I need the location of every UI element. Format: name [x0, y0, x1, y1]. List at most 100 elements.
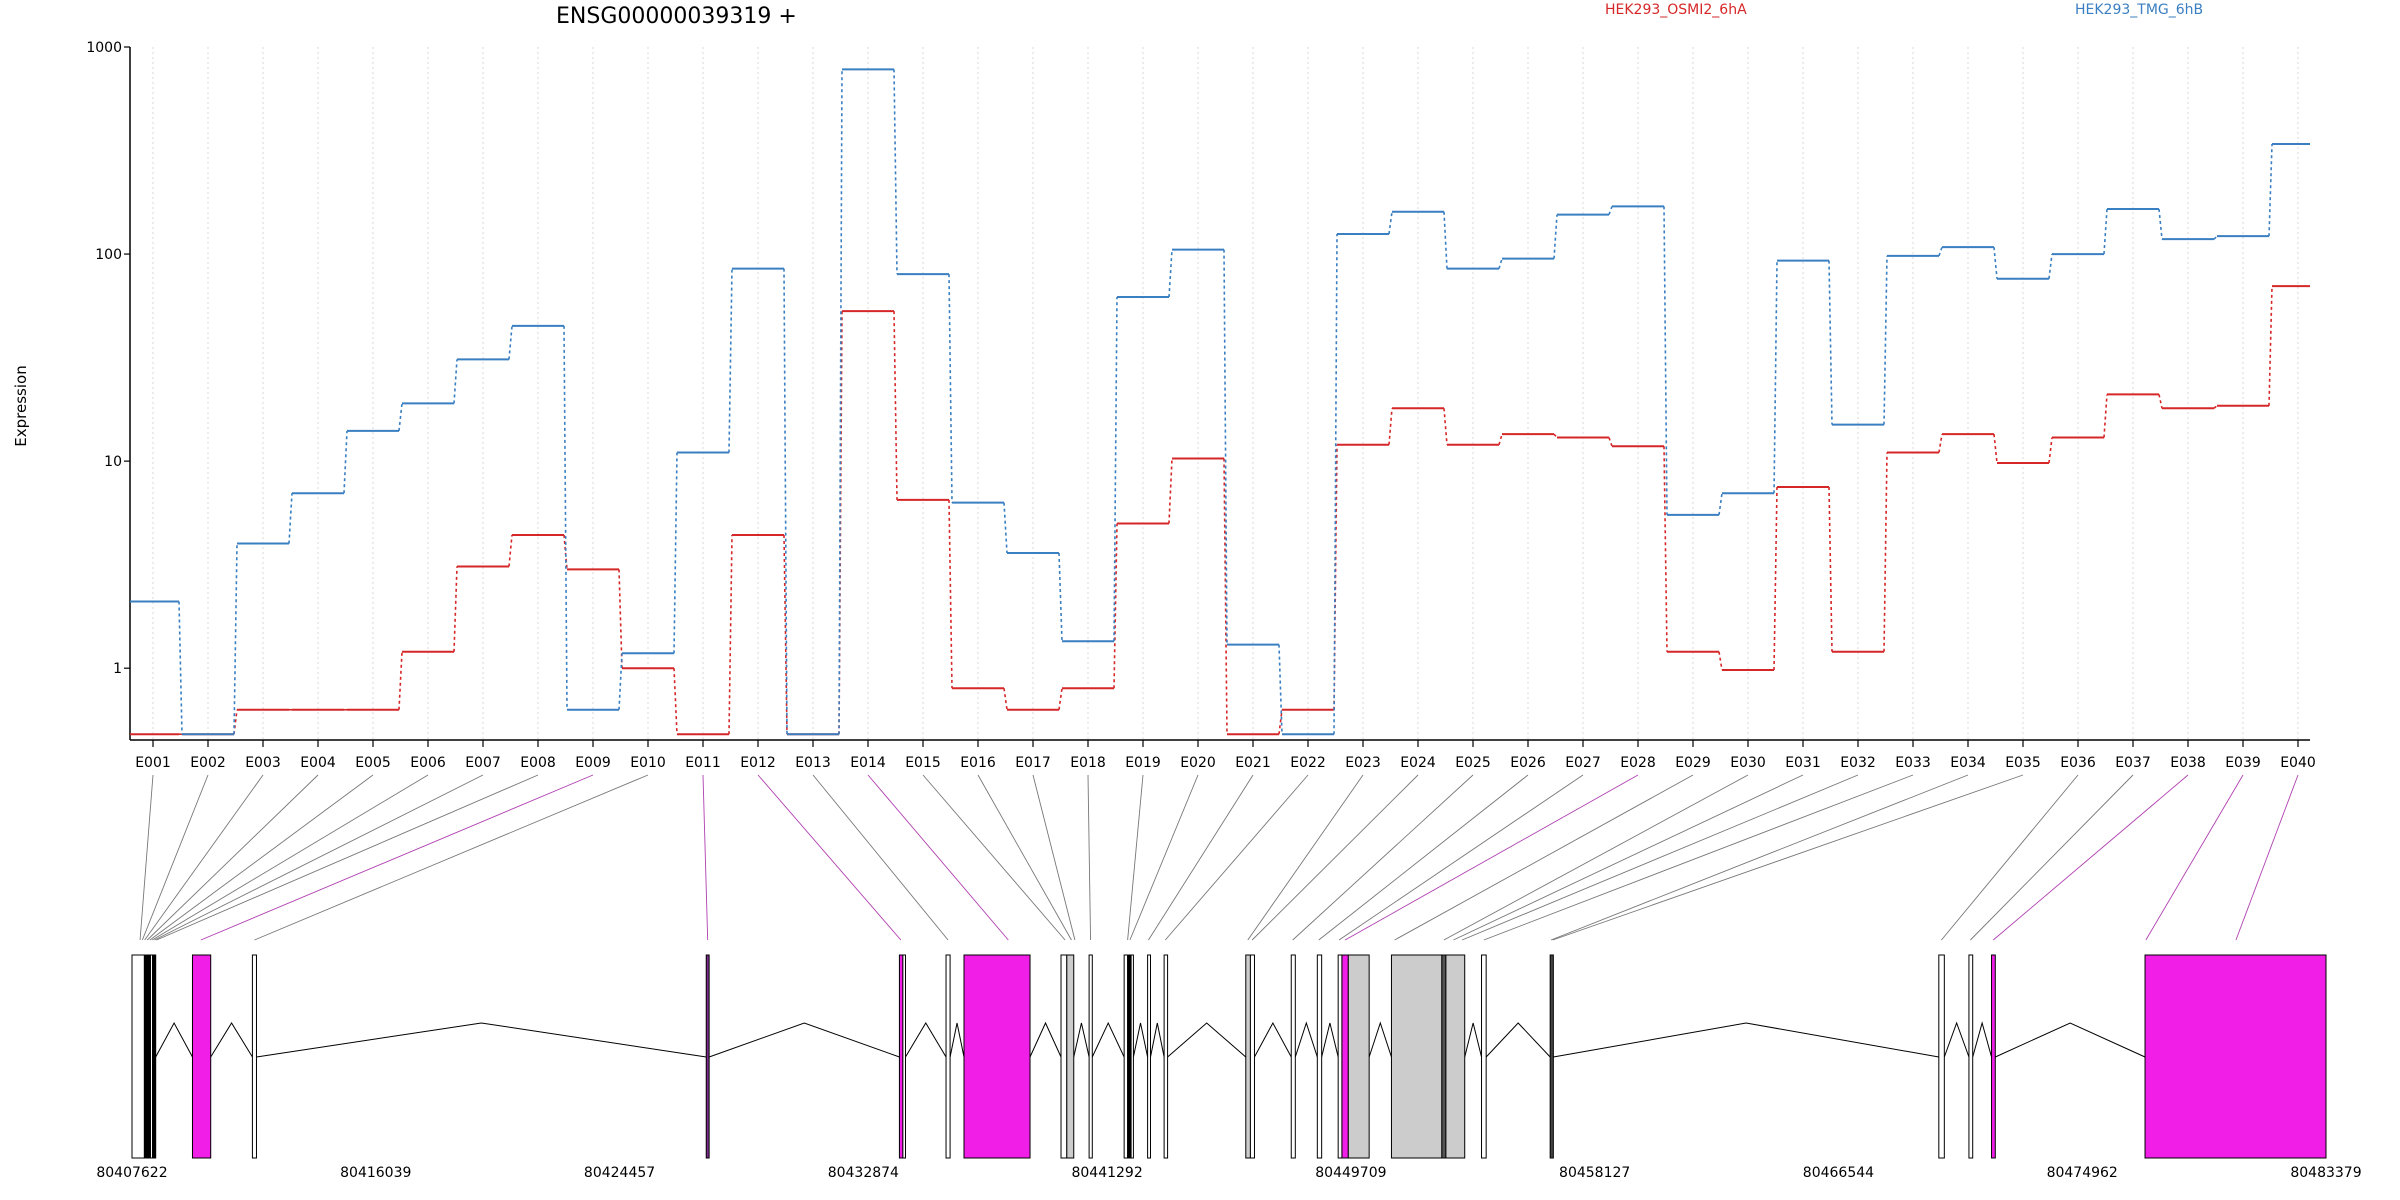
connector-e028 — [1344, 774, 1639, 941]
connector-e003 — [144, 774, 264, 941]
series-connector — [1278, 709, 1283, 735]
intron — [1073, 1022, 1090, 1058]
y-axis: 1 10 100 1000 — [86, 40, 131, 740]
x-tick-label-e019: E019 — [1125, 755, 1161, 771]
x-tick-label-e030: E030 — [1730, 755, 1766, 771]
x-tick-label-e031: E031 — [1785, 755, 1821, 771]
genomic-tick-label: 80474962 — [2047, 1165, 2118, 1181]
intron — [155, 1021, 193, 1058]
series-connector — [1058, 688, 1063, 710]
series-connector — [1003, 502, 1008, 554]
intron — [1254, 1021, 1292, 1058]
exon-block — [1316, 954, 1323, 1159]
exon-block — [143, 954, 151, 1159]
x-tick-label-e018: E018 — [1070, 755, 1106, 771]
x-tick-label-e026: E026 — [1510, 755, 1546, 771]
series-connector — [1113, 523, 1118, 689]
connector-e015 — [922, 774, 1066, 941]
x-tick-label-e034: E034 — [1950, 755, 1986, 771]
genomic-tick-label: 80432874 — [828, 1165, 899, 1181]
x-tick-label-e021: E021 — [1235, 755, 1271, 771]
connector-e018 — [1087, 774, 1092, 941]
series-connector — [783, 268, 788, 735]
series-connector — [2268, 286, 2273, 406]
exon-block — [963, 954, 1031, 1159]
intron — [1464, 1022, 1483, 1058]
connector-e012 — [757, 774, 902, 941]
exon-block — [1060, 954, 1068, 1159]
series-connector — [728, 534, 733, 735]
series-connector — [1663, 446, 1668, 652]
connector-e035 — [1552, 774, 2024, 941]
legend-entry-tmg: HEK293_TMG_6hB — [2075, 2, 2203, 18]
series-connector — [1498, 258, 1503, 269]
x-tick-label-e035: E035 — [2005, 755, 2041, 771]
series-connector — [233, 709, 238, 735]
x-tick-label-e009: E009 — [575, 755, 611, 771]
exon-block — [1938, 954, 1945, 1159]
x-tick-label-e014: E014 — [850, 755, 886, 771]
connector-e032 — [1461, 774, 1859, 941]
series-connector — [1938, 434, 1943, 453]
exon-block — [1991, 954, 1996, 1159]
chart-title: ENSG00000039319 + — [556, 4, 797, 29]
series-connector — [1443, 408, 1448, 445]
intron — [905, 1022, 947, 1058]
series-connector — [563, 325, 568, 710]
connector-e006 — [151, 774, 429, 941]
series-connector — [673, 452, 678, 654]
intron — [949, 1022, 965, 1058]
genomic-tick-label: 80416039 — [340, 1165, 411, 1181]
connector-e001 — [139, 774, 154, 941]
series-connector — [288, 493, 293, 544]
x-tick-label-e001: E001 — [135, 755, 171, 771]
x-axis: E001 E002 E003 E004 E005 E006 E007 E008 E009 E010… — [130, 739, 2316, 771]
x-tick-label-e015: E015 — [905, 755, 941, 771]
x-tick-label-e008: E008 — [520, 755, 556, 771]
connector-e017 — [1032, 774, 1076, 941]
exon-block — [1445, 954, 1466, 1159]
exon-block — [945, 954, 951, 1159]
x-tick-label-e037: E037 — [2115, 755, 2151, 771]
connector-e034 — [1550, 774, 1969, 941]
series-connector — [1773, 260, 1778, 494]
x-tick-label-e003: E003 — [245, 755, 281, 771]
genomic-tick-label: 80483379 — [2290, 1165, 2361, 1181]
connector-e011 — [702, 774, 709, 941]
series-connector — [1993, 247, 1998, 279]
series-connector — [893, 311, 898, 500]
exon-block — [1130, 954, 1134, 1159]
exon-block — [898, 954, 904, 1159]
y-tick-label: 1 — [113, 661, 122, 677]
series-connector — [398, 651, 403, 710]
x-tick-label-e027: E027 — [1565, 755, 1601, 771]
x-tick-label-e039: E039 — [2225, 755, 2261, 771]
connector-e023 — [1247, 774, 1364, 941]
y-axis-label: Expression — [12, 365, 30, 446]
series-connector — [1663, 206, 1668, 515]
genomic-tick-label: 80458127 — [1559, 1165, 1630, 1181]
series-connector — [1498, 433, 1503, 445]
genomic-tick-label: 80424457 — [584, 1165, 655, 1181]
series-connector — [2103, 394, 2108, 438]
series-connector — [1773, 486, 1778, 671]
exon-block — [1549, 954, 1554, 1159]
series-connector — [453, 359, 458, 404]
connector-e007 — [154, 774, 484, 941]
intron — [1368, 1021, 1392, 1058]
x-tick-label-e028: E028 — [1620, 755, 1656, 771]
y-tick-label: 10 — [104, 454, 122, 470]
connector-e016 — [977, 774, 1072, 941]
series-connector — [618, 569, 623, 669]
series-connector — [1003, 688, 1008, 710]
connector-e005 — [149, 774, 374, 941]
series-connector — [1718, 493, 1723, 515]
exon-block — [191, 954, 212, 1159]
connector-e019 — [1127, 774, 1144, 941]
genomic-coordinate-axis: 80407622 80416039 80424457 80432874 80441292… — [96, 1165, 2361, 1181]
series-connector — [2213, 235, 2218, 240]
intron — [1029, 1021, 1062, 1058]
series-connector — [343, 430, 348, 494]
series-tmg — [130, 68, 2310, 736]
